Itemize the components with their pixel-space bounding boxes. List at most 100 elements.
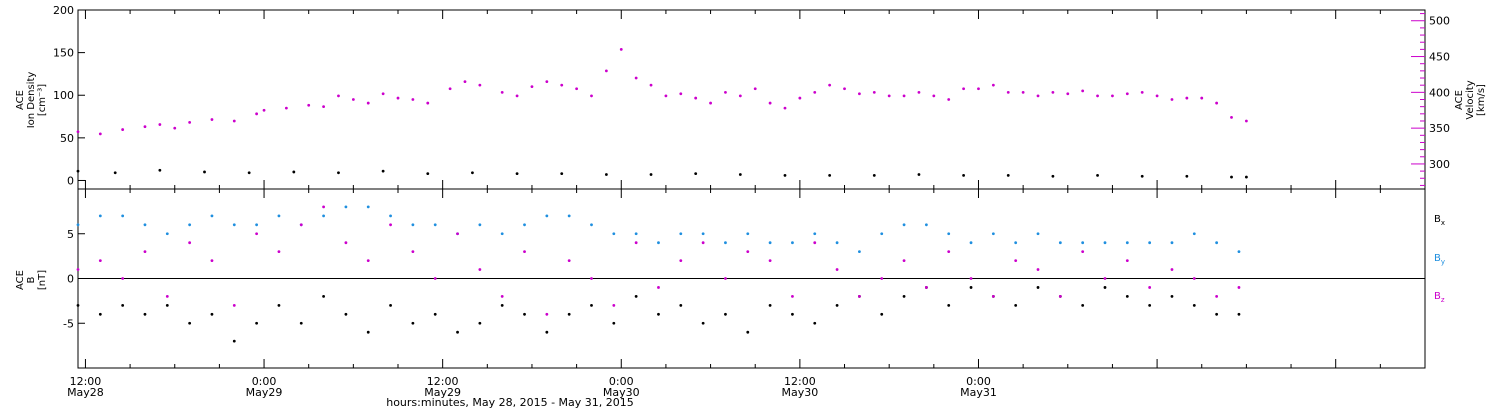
velocity-point <box>619 47 623 51</box>
date-tick-label: May28 <box>67 386 104 399</box>
field-axis-label-line1: ACE <box>15 270 26 290</box>
density-point <box>158 168 162 172</box>
bx-point <box>523 312 526 316</box>
bz-point <box>366 259 370 262</box>
bx-point <box>188 321 192 325</box>
by-point <box>1125 241 1129 245</box>
velocity-point <box>575 87 579 91</box>
by-point <box>143 223 147 227</box>
date-tick-label: May30 <box>603 386 640 399</box>
bz-point <box>188 241 192 245</box>
bx-point <box>165 303 169 307</box>
velocity-point <box>478 83 482 87</box>
velocity-point <box>1066 92 1070 96</box>
bx-point <box>478 321 482 325</box>
velocity-point <box>932 94 936 98</box>
velocity-point <box>962 87 965 91</box>
velocity-point <box>1006 90 1010 94</box>
velocity-point <box>783 106 787 110</box>
by-point <box>947 232 951 236</box>
field-tick-label: -5 <box>63 317 74 330</box>
density-tick-label: 150 <box>53 47 74 60</box>
by-point <box>746 232 750 236</box>
bx-point <box>76 303 80 307</box>
velocity-point <box>1200 96 1204 100</box>
bx-point <box>232 339 236 343</box>
velocity-point <box>843 87 846 91</box>
time-tick-label: 0:00 <box>966 375 991 388</box>
velocity-point <box>188 121 192 124</box>
by-point <box>724 241 727 245</box>
velocity-point <box>530 85 534 89</box>
density-point <box>738 173 742 176</box>
velocity-axis-label: ACE Velocity [km/s] <box>1454 80 1487 119</box>
by-point <box>210 214 214 218</box>
velocity-point <box>1036 94 1040 98</box>
by-point <box>1036 232 1040 236</box>
legend-bx-sub: x <box>1441 219 1445 227</box>
by-point <box>478 223 482 227</box>
by-point <box>1237 250 1241 254</box>
bz-point <box>165 295 169 298</box>
by-point <box>433 223 437 227</box>
date-tick-label: May31 <box>960 386 997 399</box>
bz-point <box>545 312 549 316</box>
velocity-point <box>307 103 311 107</box>
velocity-tick-label: 300 <box>1429 158 1450 171</box>
legend-by-sub: y <box>1441 258 1445 266</box>
bz-point <box>121 277 125 280</box>
velocity-point <box>709 101 712 105</box>
bz-point <box>1058 295 1062 298</box>
bx-point <box>255 321 259 325</box>
velocity-point <box>255 112 259 116</box>
bz-point <box>478 268 482 271</box>
velocity-point <box>121 128 125 131</box>
by-point <box>679 232 683 236</box>
bz-point <box>523 250 526 254</box>
bz-point <box>813 241 817 245</box>
bz-point <box>210 259 214 262</box>
bz-point <box>858 295 861 298</box>
density-point <box>381 169 385 173</box>
bx-point <box>277 303 281 307</box>
legend-bx-base: B <box>1434 214 1441 225</box>
density-point <box>604 173 608 176</box>
bz-point <box>1170 268 1174 271</box>
density-axis-ticks: 0 50 100 150 200 <box>53 4 85 187</box>
bx-point <box>210 312 214 316</box>
bz-point <box>299 223 303 227</box>
velocity-point <box>858 92 861 96</box>
bx-point <box>1192 303 1196 307</box>
velocity-point <box>448 87 452 91</box>
bz-point <box>98 259 102 262</box>
velocity-point <box>1230 116 1233 119</box>
velocity-point <box>366 101 370 105</box>
velocity-point <box>173 126 177 130</box>
legend-by: By <box>1434 253 1445 266</box>
bz-point <box>344 241 348 245</box>
velocity-point <box>500 90 504 94</box>
bz-point <box>456 232 459 236</box>
density-point <box>694 172 698 176</box>
time-tick-label: 0:00 <box>609 375 634 388</box>
bz-point <box>1014 259 1018 262</box>
bz-point <box>76 268 80 271</box>
field-tick-label: 0 <box>67 273 74 286</box>
density-point <box>783 173 787 177</box>
velocity-point <box>1215 101 1219 105</box>
by-point <box>634 232 638 236</box>
top-panel-frame <box>77 9 1426 190</box>
velocity-axis-label-line2: Velocity <box>1465 80 1476 119</box>
by-point <box>902 223 906 227</box>
bx-point <box>590 303 593 307</box>
bx-point <box>1103 286 1107 289</box>
velocity-point <box>991 83 995 87</box>
velocity-point <box>1051 90 1055 94</box>
by-point <box>924 223 928 227</box>
velocity-point <box>902 94 906 98</box>
bz-point <box>835 268 839 271</box>
legend-bz-sub: z <box>1441 296 1445 304</box>
bz-point <box>255 232 259 236</box>
